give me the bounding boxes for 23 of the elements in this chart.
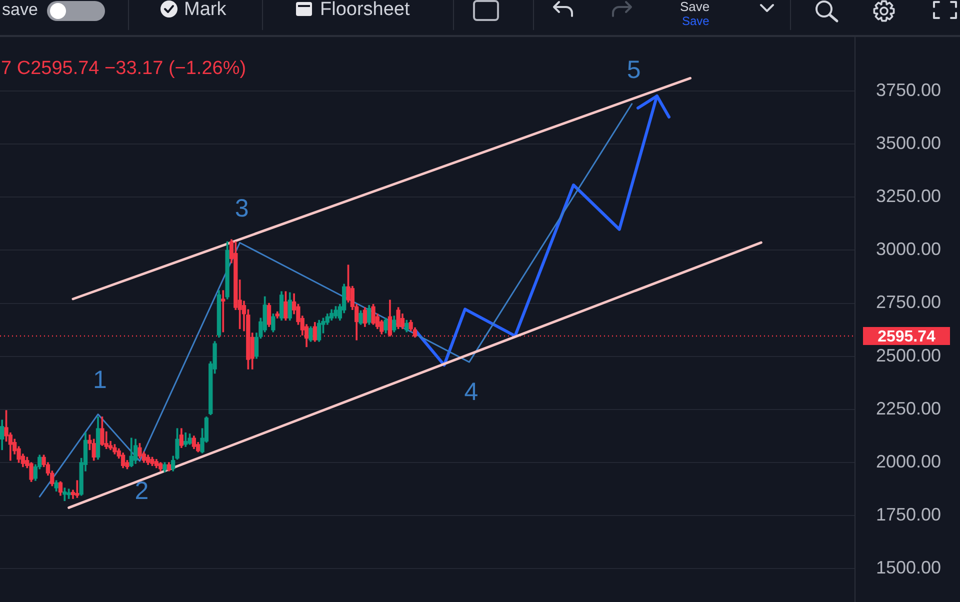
text: Mark (184, 0, 226, 21)
text: Floorsheet (320, 0, 410, 21)
text: Save (680, 0, 710, 14)
y-tick-label: 3750.00 (876, 80, 942, 100)
y-tick-label: 2500.00 (876, 345, 942, 366)
ref-line-label: 2595.74 (878, 328, 936, 346)
annotation: 7 C2595.74 −33.17 (−1.26%) (1, 58, 246, 80)
text: Save (682, 14, 710, 28)
annotation: 5 (626, 56, 641, 84)
y-tick-label: 1500.00 (876, 558, 942, 578)
annotation: 1 (93, 366, 107, 394)
annotation: 4 (464, 378, 478, 406)
y-tick-label: 1750.00 (876, 504, 942, 525)
y-tick-label: 3000.00 (876, 239, 942, 260)
candlestick (221, 290, 226, 332)
y-tick-label: 2000.00 (876, 451, 942, 472)
y-tick-label: 2750.00 (876, 292, 942, 312)
annotation: 3 (234, 194, 249, 223)
y-tick-label: 2250.00 (876, 398, 942, 418)
text: save (2, 0, 38, 20)
y-tick-label: 3250.00 (876, 186, 942, 206)
y-tick-label: 3500.00 (876, 132, 942, 153)
annotation: 2 (134, 476, 149, 505)
